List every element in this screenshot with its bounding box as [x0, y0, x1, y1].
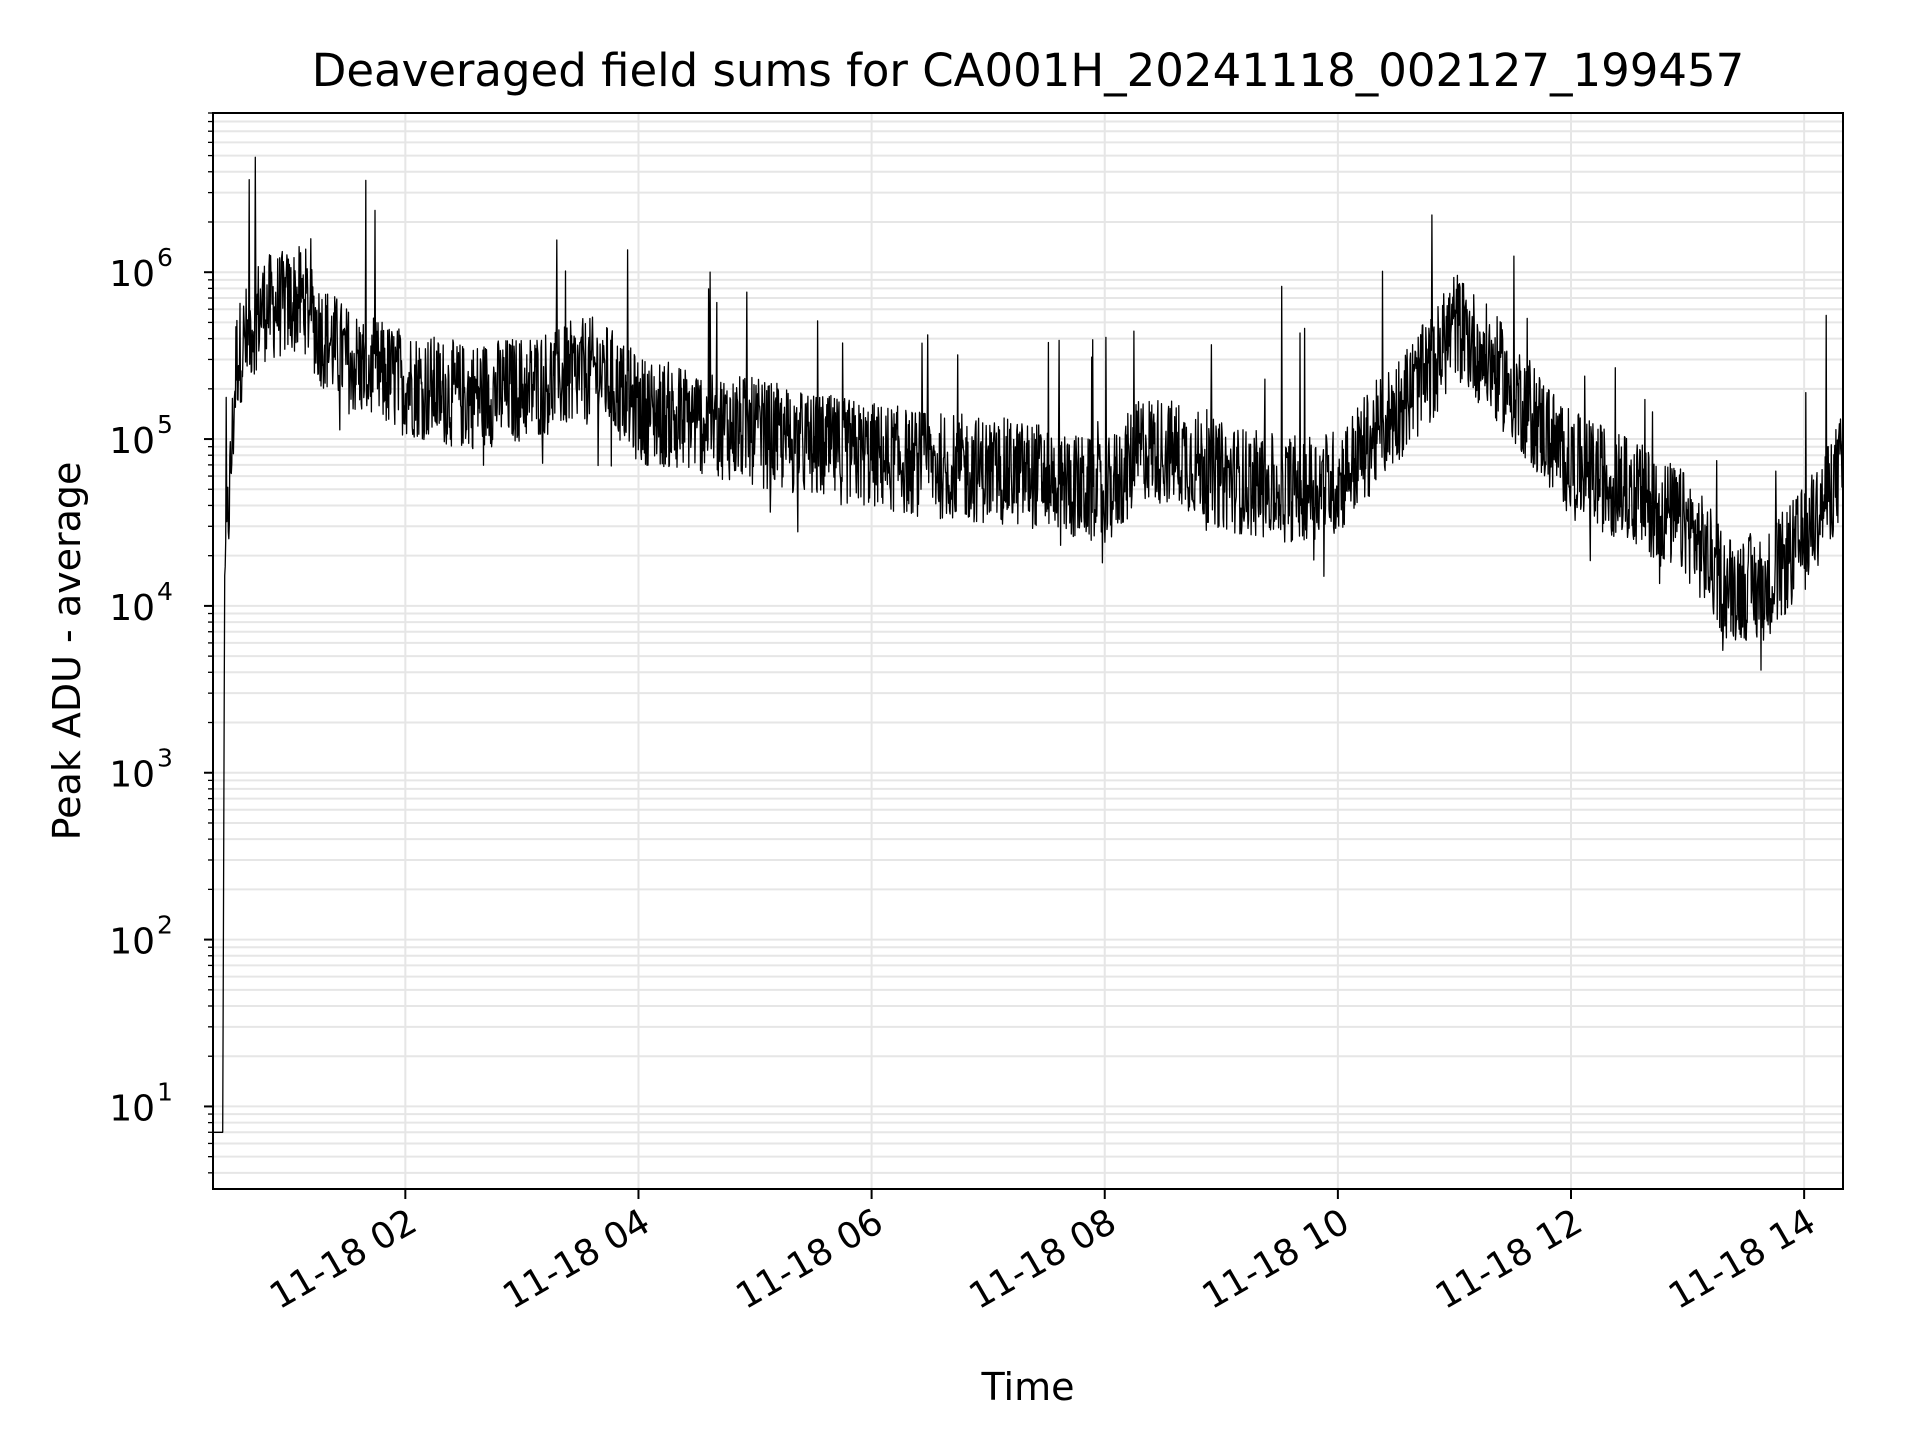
y-tick-exponent: 1 [157, 1077, 173, 1106]
y-tick-exponent: 3 [157, 744, 173, 773]
y-tick-label: 10 [109, 755, 155, 796]
y-axis-label: Peak ADU - average [45, 462, 89, 841]
plot-frame [212, 112, 1844, 1190]
x-axis-label: Time [981, 1365, 1075, 1409]
y-tick-label: 10 [109, 421, 155, 462]
y-tick-label: 10 [109, 588, 155, 629]
chart-title: Deaveraged field sums for CA001H_2024111… [312, 44, 1745, 97]
y-tick-label: 10 [109, 1088, 155, 1129]
y-tick-exponent: 5 [157, 410, 173, 439]
y-tick-exponent: 2 [157, 911, 173, 940]
y-tick-exponent: 6 [157, 243, 173, 272]
y-tick-label: 10 [109, 922, 155, 963]
y-tick-exponent: 4 [157, 577, 173, 606]
series-line [213, 156, 1843, 1133]
y-tick-label: 10 [109, 254, 155, 295]
plot-area [213, 156, 1843, 1133]
